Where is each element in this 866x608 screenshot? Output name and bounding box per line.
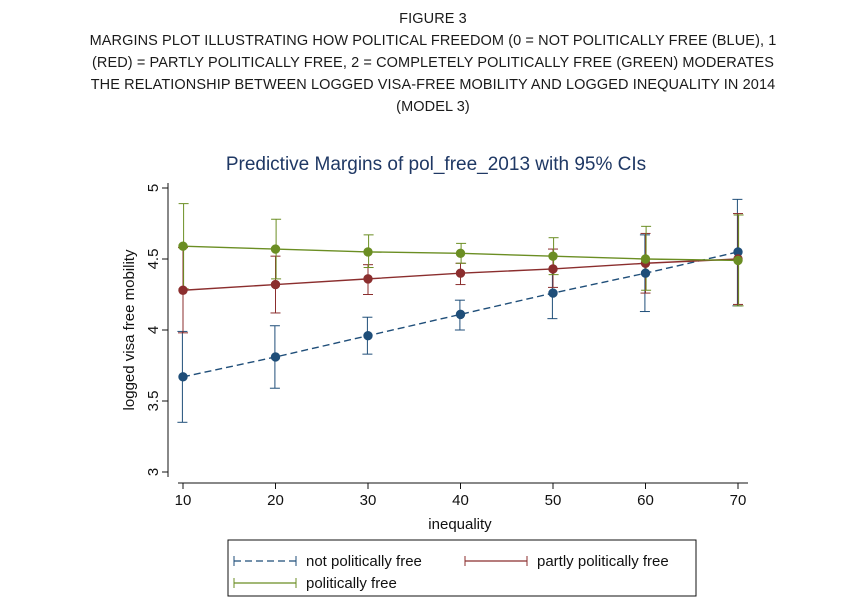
- x-tick-label: 20: [267, 492, 284, 509]
- data-point: [178, 372, 188, 382]
- chart-title: Predictive Margins of pol_free_2013 with…: [226, 154, 646, 175]
- data-point: [548, 288, 558, 298]
- legend: not politically free partly politically f…: [233, 553, 669, 592]
- x-tick-label: 60: [637, 492, 654, 509]
- data-point: [270, 279, 281, 290]
- x-tick-label: 10: [175, 492, 192, 509]
- legend-box: [227, 539, 697, 597]
- data-point: [178, 285, 188, 295]
- caption-line-4: (MODEL 3): [396, 99, 470, 115]
- legend-label: not politically free: [306, 553, 422, 570]
- data-point: [363, 274, 373, 284]
- x-tick-label: 30: [360, 492, 377, 509]
- figure-caption: FIGURE 3 MARGINS PLOT ILLUSTRATING HOW P…: [0, 8, 866, 118]
- caption-line-3: THE RELATIONSHIP BETWEEN LOGGED VISA-FRE…: [90, 77, 776, 93]
- legend-label: partly politically free: [537, 553, 669, 570]
- x-tick-label: 70: [730, 492, 747, 509]
- data-point: [640, 268, 651, 278]
- data-point: [455, 268, 466, 278]
- figure-label: FIGURE 3: [399, 11, 467, 27]
- data-point: [548, 264, 558, 274]
- y-tick-label: 3.5: [145, 391, 162, 412]
- caption-line-1: MARGINS PLOT ILLUSTRATING HOW POLITICAL …: [89, 33, 777, 49]
- x-axis-label: inequality: [428, 516, 492, 533]
- data-point: [178, 241, 188, 251]
- data-point: [455, 248, 466, 259]
- x-tick-label: 50: [545, 492, 562, 509]
- data-point: [363, 330, 373, 341]
- y-axis-label: logged visa free mobility: [121, 249, 138, 410]
- y-tick-label: 5: [145, 184, 162, 192]
- legend-label: politically free: [306, 575, 397, 592]
- y-tick-label: 3: [145, 468, 162, 476]
- data-point: [548, 251, 558, 261]
- x-tick-label: 40: [452, 492, 469, 509]
- data-point: [270, 352, 281, 362]
- data-point: [640, 254, 651, 264]
- y-tick-label: 4: [145, 326, 162, 334]
- y-tick-label: 4.5: [145, 249, 162, 270]
- caption-line-2: (RED) = PARTLY POLITICALLY FREE, 2 = COM…: [91, 55, 775, 71]
- data-point: [455, 309, 466, 320]
- data-point: [270, 244, 281, 254]
- data-point: [733, 255, 743, 266]
- data-point: [363, 247, 373, 257]
- plot-area: 3 3.5 4 4.5 5 10 20 30 40 50 60 70: [145, 183, 748, 509]
